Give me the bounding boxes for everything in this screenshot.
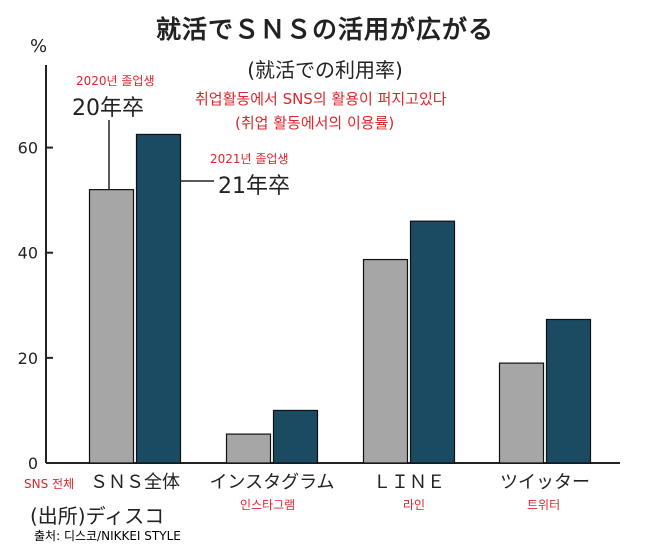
- chart-subtitle: (就活での利用率): [247, 58, 403, 82]
- category-kr-3: 트위터: [527, 498, 561, 512]
- bar-series-0-cat-2: [362, 258, 409, 464]
- source-note: (出所)ディスコ: [30, 504, 165, 528]
- bar-series-1-cat-3: [545, 318, 592, 464]
- series-21-label-kr: 2021년 졸업생: [210, 152, 289, 166]
- bar-series-1-cat-0: [135, 133, 182, 464]
- series-21-label: 21年卒: [218, 174, 290, 199]
- category-kr-0: SNS 전체: [24, 477, 75, 491]
- category-label-3: ツイッター: [500, 472, 590, 493]
- bar-series-1-cat-2: [409, 220, 456, 464]
- category-kr-1: 인스타그램: [240, 498, 296, 512]
- category-kr-2: 라인: [403, 498, 426, 512]
- y-tick-label-1: 20: [18, 349, 38, 368]
- chart-subtitle-kr-1: 취업활동에서 SNS의 활용이 퍼지고있다: [195, 90, 447, 108]
- chart-title: 就活でＳＮＳの活用が広がる: [155, 15, 494, 44]
- source-note-kr: 출처: 디스코/NIKKEI STYLE: [34, 529, 181, 543]
- chart-subtitle-kr-2: (취업 활동에서의 이용률): [235, 114, 395, 132]
- bar-series-0-cat-3: [498, 362, 545, 464]
- bar-series-0-cat-0: [88, 189, 135, 464]
- y-tick-label-0: 0: [28, 454, 38, 473]
- y-axis-unit: %: [30, 36, 48, 57]
- series-20-label-kr: 2020년 졸업생: [76, 74, 155, 88]
- y-tick-label-3: 60: [18, 139, 38, 158]
- category-label-2: ＬＩＮＥ: [373, 472, 445, 493]
- bar-series-1-cat-1: [272, 409, 319, 464]
- bar-series-0-cat-1: [225, 433, 272, 464]
- category-label-0: ＳＮＳ全体: [90, 472, 180, 493]
- category-label-1: インスタグラム: [209, 472, 334, 493]
- y-tick-label-2: 40: [18, 244, 38, 263]
- series-20-label: 20年卒: [72, 96, 144, 121]
